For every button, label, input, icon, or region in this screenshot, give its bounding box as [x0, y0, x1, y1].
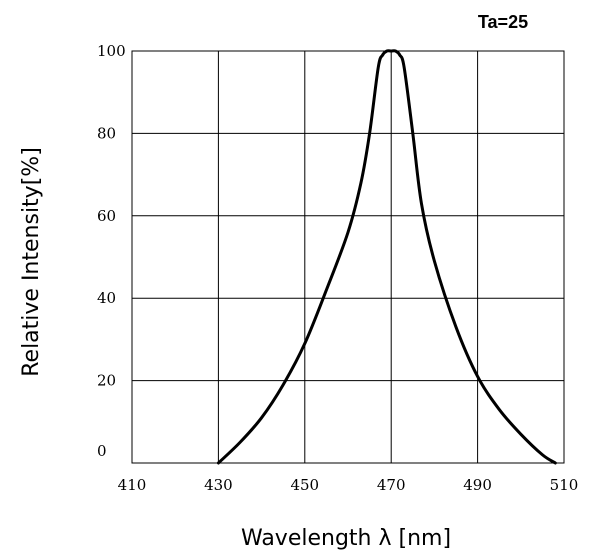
y-tick-label-80: 80 — [97, 124, 116, 142]
x-axis-title: Wavelength λ [nm] — [241, 526, 451, 551]
series-line-0 — [216, 49, 557, 465]
x-tick-label-510: 510 — [550, 476, 579, 494]
series-layer — [216, 49, 557, 465]
x-tick-label-450: 450 — [290, 476, 319, 494]
y-axis-title: Relative Intensity[%] — [19, 147, 44, 377]
plot-frame — [131, 50, 565, 464]
y-tick-labels: 0 20 40 60 80 100 — [97, 42, 126, 460]
grid — [132, 51, 564, 463]
y-tick-label-40: 40 — [97, 289, 116, 307]
y-tick-label-100: 100 — [97, 42, 126, 60]
x-tick-label-490: 490 — [463, 476, 492, 494]
annotation-ta: Ta=25 — [478, 12, 528, 32]
plot-border — [131, 50, 565, 464]
x-tick-label-430: 430 — [204, 476, 233, 494]
x-tick-label-410: 410 — [118, 476, 147, 494]
y-tick-label-20: 20 — [97, 372, 116, 390]
y-tick-label-60: 60 — [97, 207, 116, 225]
y-tick-label-0: 0 — [97, 442, 107, 460]
x-tick-labels: 410 430 450 470 490 510 — [118, 476, 579, 494]
x-tick-label-470: 470 — [377, 476, 406, 494]
